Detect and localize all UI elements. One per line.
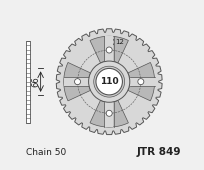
Circle shape [93,66,124,97]
Polygon shape [90,36,128,63]
Circle shape [137,79,143,85]
Polygon shape [127,62,154,101]
Circle shape [106,110,112,116]
Circle shape [95,68,122,95]
Text: 66: 66 [31,76,40,87]
Polygon shape [56,29,161,135]
Circle shape [74,79,80,85]
Polygon shape [63,62,90,101]
Text: 12: 12 [114,39,123,45]
Circle shape [106,47,112,53]
Bar [26,41,30,123]
Text: JTR 849: JTR 849 [136,147,180,157]
Circle shape [61,33,157,130]
Text: 110: 110 [99,77,118,86]
Text: Chain 50: Chain 50 [26,148,65,157]
Circle shape [88,61,129,102]
Polygon shape [90,100,128,127]
